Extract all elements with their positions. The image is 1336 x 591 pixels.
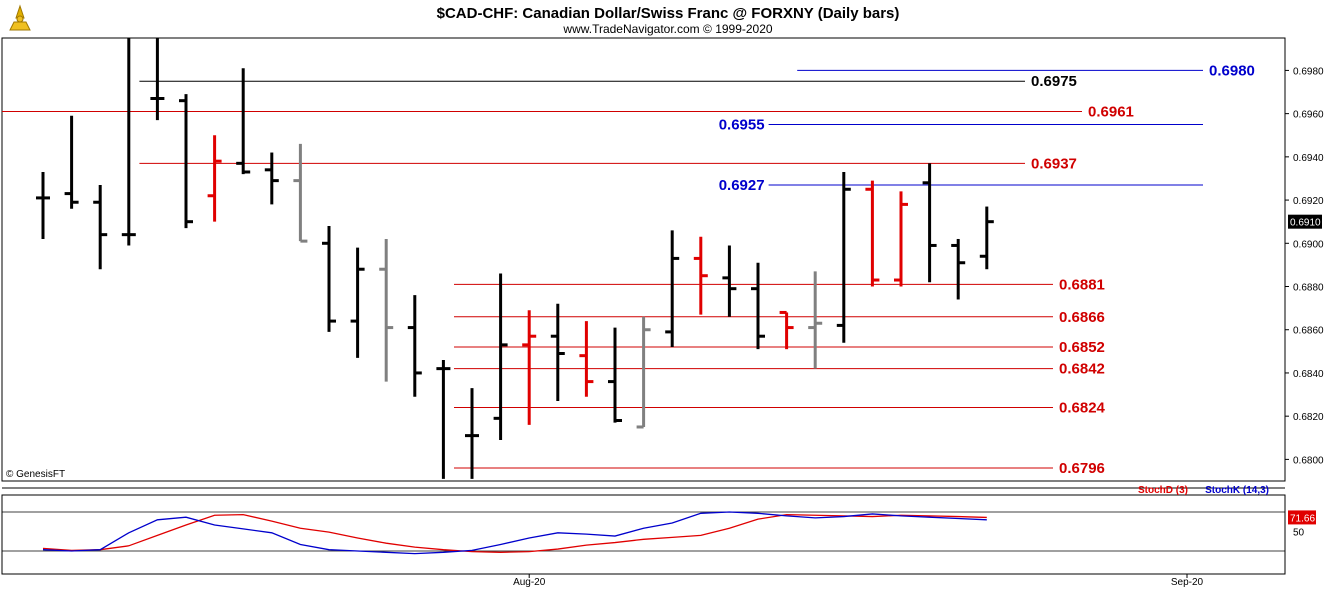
stoch-tick-label: 50 <box>1293 528 1305 539</box>
price-bar <box>350 247 365 358</box>
logo-icon <box>4 4 36 34</box>
level-label-0.6975: 0.6975 <box>1031 73 1077 90</box>
price-bar <box>693 236 708 315</box>
y-tick-label: 0.6900 <box>1293 239 1324 250</box>
price-bar <box>522 310 537 425</box>
y-tick-label: 0.6920 <box>1293 196 1324 207</box>
price-bar <box>665 230 680 348</box>
price-bar <box>264 152 279 205</box>
price-bar <box>779 310 794 350</box>
price-bar <box>951 238 966 300</box>
price-axis: 0.6980 0.6960 0.6940 0.6920 0.6900 0.6880 0.68… <box>1285 66 1324 466</box>
level-label-0.6927: 0.6927 <box>719 177 765 194</box>
y-tick-label: 0.6860 <box>1293 326 1324 337</box>
level-label-0.6842: 0.6842 <box>1059 361 1105 378</box>
stoch-line-k <box>42 511 987 555</box>
y-tick-label: 0.6980 <box>1293 66 1324 77</box>
price-bar <box>293 143 308 243</box>
stochastic-panel: StochD (3) StochK (14,3) 50 71.66 <box>2 485 1316 555</box>
price-panel-frame <box>1 37 1286 482</box>
level-lines: 0.6980 0.6975 0.6961 0.6955 0.6937 0.6927 0.68… <box>2 62 1255 477</box>
date-axis: Aug-20 Sep-20 <box>513 574 1204 588</box>
last-price-label: 0.6910 <box>1290 218 1321 229</box>
price-bar <box>407 295 422 397</box>
level-label-0.6866: 0.6866 <box>1059 309 1105 326</box>
price-bar <box>722 245 737 317</box>
y-tick-label: 0.6940 <box>1293 153 1324 164</box>
stoch-line-d <box>42 513 987 553</box>
price-bar <box>608 327 622 423</box>
chart-title: $CAD-CHF: Canadian Dollar/Swiss Franc @ … <box>437 5 900 22</box>
price-bar <box>36 171 50 239</box>
x-tick-label: Sep-20 <box>1171 577 1204 588</box>
level-label-0.6881: 0.6881 <box>1059 276 1105 293</box>
price-bar <box>379 238 394 382</box>
price-bars <box>36 38 994 479</box>
price-bar <box>322 226 336 332</box>
price-bar <box>436 359 451 479</box>
y-tick-label: 0.6820 <box>1293 412 1324 423</box>
price-bar <box>93 184 108 270</box>
stoch-last-box <box>1288 510 1316 525</box>
price-bar <box>865 180 880 287</box>
price-bar <box>979 206 994 270</box>
last-price-box <box>1288 214 1322 229</box>
y-tick-label: 0.6880 <box>1293 283 1324 294</box>
x-tick-label: Aug-20 <box>513 577 546 588</box>
price-bar <box>493 273 508 440</box>
level-label-0.6824: 0.6824 <box>1059 400 1106 417</box>
price-bar <box>236 68 251 175</box>
y-tick-label: 0.6960 <box>1293 110 1324 121</box>
price-bar <box>579 321 594 397</box>
copyright-label: © GenesisFT <box>6 469 65 480</box>
level-label-0.6937: 0.6937 <box>1031 155 1077 172</box>
price-bar <box>922 163 937 283</box>
price-bar <box>150 38 165 121</box>
level-label-0.6796: 0.6796 <box>1059 460 1105 477</box>
price-bar <box>179 94 193 229</box>
level-label-0.6955: 0.6955 <box>719 116 765 133</box>
y-tick-label: 0.6800 <box>1293 455 1324 466</box>
level-label-0.6852: 0.6852 <box>1059 339 1105 356</box>
level-label-0.6961: 0.6961 <box>1088 103 1134 120</box>
chart-subtitle: www.TradeNavigator.com © 1999-2020 <box>562 22 772 36</box>
price-bar <box>550 303 565 402</box>
y-tick-label: 0.6840 <box>1293 369 1324 380</box>
legend-stoch-d: StochD (3) <box>1138 485 1188 496</box>
stoch-panel-frame <box>1 494 1286 575</box>
price-bar <box>64 115 79 209</box>
legend-stoch-k: StochK (14,3) <box>1205 485 1269 496</box>
price-bar <box>894 191 908 287</box>
price-bar <box>207 135 222 222</box>
price-bar <box>465 388 479 479</box>
price-bar <box>121 38 136 246</box>
price-bar <box>836 171 851 343</box>
price-bar <box>636 316 651 429</box>
price-bar <box>808 271 823 369</box>
stoch-last-label: 71.66 <box>1290 513 1315 524</box>
price-bar <box>751 262 765 350</box>
level-label-0.6980: 0.6980 <box>1209 62 1255 79</box>
